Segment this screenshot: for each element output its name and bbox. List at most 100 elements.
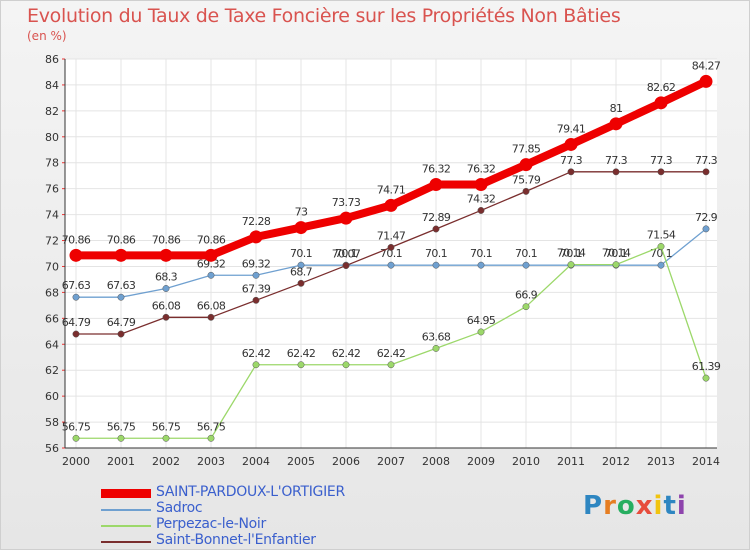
- data-point: [297, 261, 305, 269]
- x-tick-label: 2002: [152, 455, 180, 468]
- data-label: 70.1: [560, 247, 582, 260]
- data-label: 71.47: [377, 229, 406, 242]
- data-label: 70.86: [107, 233, 136, 246]
- y-tick-label: 68: [45, 286, 59, 299]
- data-point: [477, 207, 485, 214]
- x-tick-label: 2005: [287, 455, 315, 468]
- data-point: [207, 271, 215, 279]
- data-label: 64.79: [62, 316, 91, 329]
- data-point: [702, 168, 710, 176]
- data-label: 70.1: [605, 247, 627, 260]
- data-label: 62.42: [287, 347, 316, 360]
- data-label: 70.14: [557, 247, 586, 260]
- data-label: 77.3: [560, 154, 583, 167]
- data-point: [117, 293, 125, 301]
- data-label: 69.32: [197, 257, 226, 270]
- legend-swatch: [101, 489, 151, 498]
- data-label: 70.07: [332, 248, 361, 261]
- y-tick-label: 80: [45, 131, 59, 144]
- data-label: 70.1: [515, 247, 537, 260]
- data-label: 66.9: [515, 289, 538, 302]
- legend-swatch: [101, 541, 151, 543]
- data-label: 82.62: [647, 81, 676, 94]
- data-label: 62.42: [332, 347, 361, 360]
- data-label: 67.39: [242, 282, 271, 295]
- proxiti-logo: Proxiti: [583, 491, 687, 521]
- data-label: 66.08: [152, 299, 181, 312]
- data-label: 69.32: [242, 257, 271, 270]
- data-point: [432, 225, 440, 233]
- data-label: 72.9: [695, 211, 718, 224]
- data-label: 79.41: [557, 122, 586, 135]
- data-label: 70.14: [602, 247, 631, 260]
- data-point: [519, 158, 533, 172]
- data-point: [657, 261, 665, 269]
- data-label: 70.86: [62, 233, 91, 246]
- data-point: [117, 330, 125, 338]
- data-point: [342, 262, 350, 270]
- data-label: 64.95: [467, 314, 496, 327]
- y-tick-label: 84: [45, 79, 59, 92]
- data-point: [387, 361, 395, 369]
- y-tick-label: 66: [45, 312, 59, 325]
- data-label: 76.32: [467, 163, 496, 176]
- data-label: 73.73: [332, 196, 361, 209]
- data-point: [699, 74, 713, 88]
- data-point: [477, 261, 485, 269]
- legend-label: SAINT-PARDOUX-L'ORTIGIER: [156, 484, 345, 500]
- y-tick-label: 58: [45, 416, 59, 429]
- data-label: 67.63: [107, 279, 136, 292]
- data-point: [477, 328, 485, 336]
- data-point: [117, 434, 125, 442]
- data-point: [339, 211, 353, 225]
- x-tick-label: 2010: [512, 455, 540, 468]
- data-label: 76.32: [422, 163, 451, 176]
- data-point: [432, 261, 440, 269]
- data-point: [384, 198, 398, 212]
- chart-title: Evolution du Taux de Taxe Foncière sur l…: [27, 5, 621, 27]
- data-point: [612, 168, 620, 176]
- data-label: 63.68: [422, 330, 451, 343]
- data-point: [522, 187, 530, 195]
- y-tick-label: 74: [45, 209, 59, 222]
- data-label: 77.3: [650, 154, 673, 167]
- data-point: [564, 137, 578, 151]
- y-tick-label: 82: [45, 105, 59, 118]
- data-label: 74.32: [467, 192, 496, 205]
- data-point: [204, 248, 218, 262]
- x-tick-label: 2001: [107, 455, 135, 468]
- data-label: 56.75: [152, 420, 181, 433]
- y-tick-label: 78: [45, 157, 59, 170]
- data-label: 77.3: [605, 154, 628, 167]
- y-tick-label: 56: [45, 442, 59, 455]
- data-point: [207, 434, 215, 442]
- data-label: 66.08: [197, 299, 226, 312]
- y-tick-label: 70: [45, 260, 59, 273]
- y-tick-label: 60: [45, 390, 59, 403]
- data-point: [387, 261, 395, 269]
- data-point: [162, 285, 170, 292]
- data-label: 70.1: [425, 247, 447, 260]
- data-label: 70.1: [380, 247, 402, 260]
- data-point: [432, 344, 440, 352]
- data-label: 64.79: [107, 316, 136, 329]
- data-point: [252, 296, 260, 304]
- data-label: 62.42: [242, 347, 271, 360]
- data-label: 70.1: [470, 247, 492, 260]
- data-point: [612, 261, 620, 269]
- data-label: 70.86: [152, 233, 181, 246]
- data-label: 70.86: [197, 233, 226, 246]
- x-tick-label: 2000: [62, 455, 90, 468]
- data-label: 68.3: [155, 271, 178, 284]
- series-saint-pardoux-l-ortigier: 70.86 70.86 70.86 70.86 72.28 73 73.73 74.71 76.…: [62, 59, 721, 262]
- y-axis-unit: (en %): [27, 29, 67, 43]
- x-tick-label: 2011: [557, 455, 585, 468]
- x-tick-label: 2008: [422, 455, 450, 468]
- data-label: 84.27: [692, 59, 721, 72]
- data-label: 72.28: [242, 215, 271, 228]
- series-saint-bonnet-l-enfantier: 64.79 64.79 66.08 66.08 67.39 68.7 70.07 71.47 7…: [62, 154, 718, 338]
- x-tick-label: 2013: [647, 455, 675, 468]
- data-label: 61.39: [692, 360, 721, 373]
- data-point: [252, 361, 260, 369]
